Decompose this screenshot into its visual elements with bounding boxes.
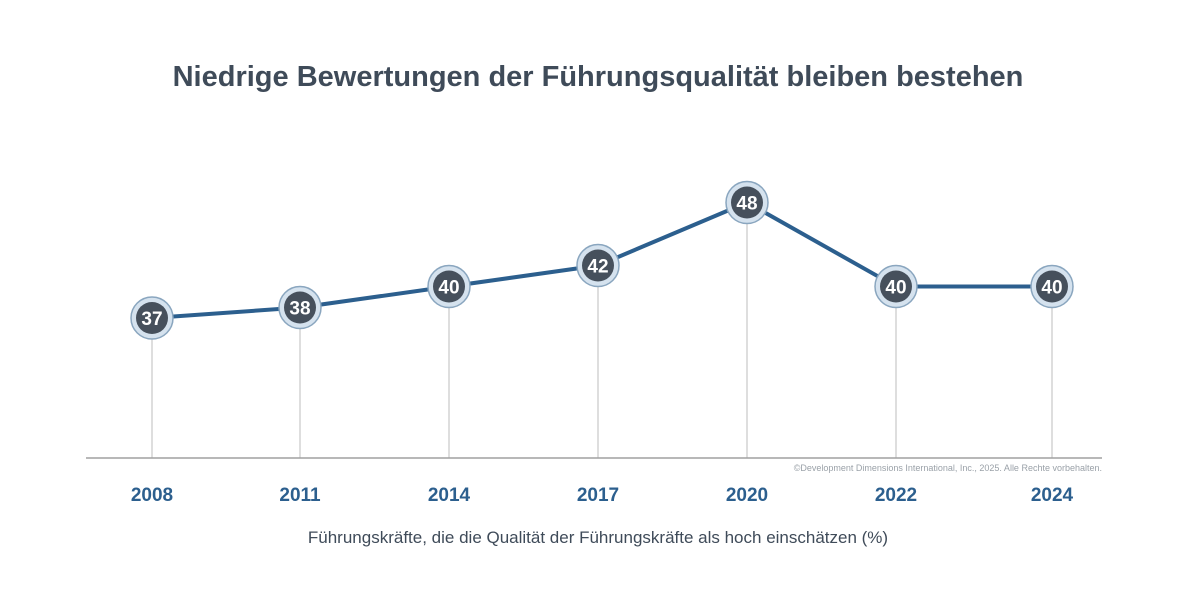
marker-dot	[731, 186, 763, 219]
data-label: 48	[736, 194, 757, 215]
x-tick-label: 2011	[279, 485, 321, 506]
drop-lines	[151, 202, 1053, 458]
data-markers: 37 38 40 42 48 40 40	[130, 180, 1074, 340]
marker-dot	[582, 249, 614, 282]
x-tick-label: 2017	[577, 485, 619, 506]
data-point-2017: 42	[576, 243, 620, 288]
x-tick-label: 2024	[1031, 485, 1074, 506]
data-label: 38	[289, 299, 310, 320]
x-tick-label: 2014	[428, 485, 471, 506]
data-label: 40	[885, 278, 906, 299]
data-point-2011: 38	[278, 285, 322, 330]
x-tick-labels: 2008 2011 2014 2017 2020 2022 2024	[131, 485, 1074, 506]
data-point-2022: 40	[874, 264, 918, 309]
marker-dot	[1036, 270, 1068, 303]
data-point-2008: 37	[130, 296, 174, 340]
marker-dot	[284, 291, 316, 324]
data-point-2014: 40	[427, 264, 471, 309]
marker-dot	[433, 270, 465, 303]
x-axis-caption: Führungskräfte, die die Qualität der Füh…	[308, 528, 888, 547]
data-point-2024: 40	[1030, 264, 1074, 309]
chart-title: Niedrige Bewertungen der Führungsqualitä…	[173, 61, 1024, 93]
x-tick-label: 2020	[726, 485, 768, 506]
data-point-2020: 48	[725, 180, 769, 225]
marker-dot	[880, 270, 912, 303]
data-label: 37	[141, 309, 162, 330]
data-label: 42	[587, 257, 608, 278]
x-tick-label: 2022	[875, 485, 917, 506]
data-label: 40	[438, 278, 459, 299]
x-tick-label: 2008	[131, 485, 173, 506]
marker-dot	[136, 302, 168, 334]
data-label: 40	[1041, 278, 1062, 299]
copyright-notice: ©Development Dimensions International, I…	[794, 463, 1102, 473]
